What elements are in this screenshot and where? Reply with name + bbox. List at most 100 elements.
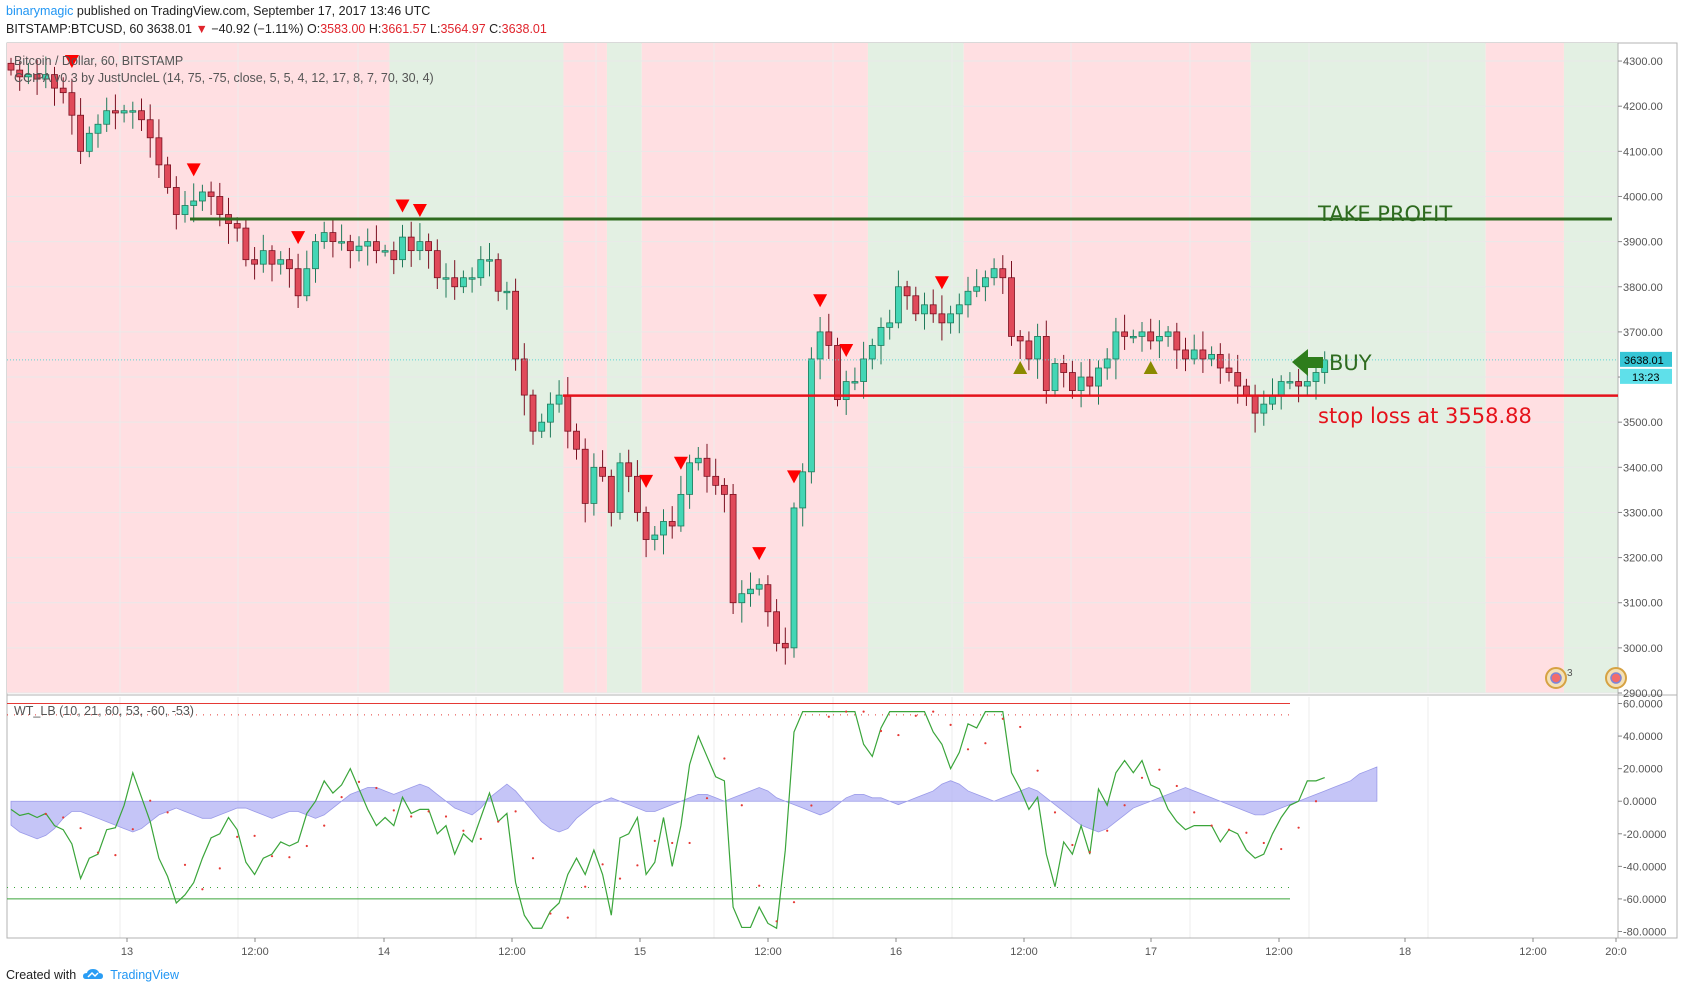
- candle-body: [1129, 336, 1137, 339]
- candle-body: [538, 421, 546, 432]
- wt2-dot: [79, 827, 82, 830]
- candle-body: [1199, 349, 1207, 360]
- candle-body: [1112, 331, 1120, 360]
- candle: [599, 450, 606, 482]
- sell-signal-marker: [186, 163, 201, 177]
- price-tick-label: 3300.00: [1623, 507, 1663, 519]
- candle-body: [590, 466, 598, 504]
- tradingview-link[interactable]: TradingView: [110, 968, 179, 982]
- wt2-dot: [44, 812, 47, 816]
- time-tick-label: 17: [1145, 946, 1157, 958]
- candle: [634, 460, 641, 522]
- change-arrow-icon: ▼: [195, 22, 208, 36]
- candle-body: [312, 241, 319, 270]
- wt2-dot: [270, 855, 274, 858]
- candle: [120, 104, 128, 123]
- symbol-label: BITSTAMP:BTCUSD, 60: [6, 22, 144, 36]
- candle-body: [277, 259, 285, 265]
- take-profit-label: TAKE PROFIT: [1318, 202, 1453, 226]
- wt2-dot: [1245, 831, 1248, 834]
- wt2-dot: [462, 829, 465, 832]
- low-label: L:: [430, 22, 441, 36]
- regime-band: [7, 43, 390, 693]
- candle-body: [512, 290, 519, 360]
- time-tick-label: 20:0: [1605, 946, 1626, 958]
- price-tick-label: 3900.00: [1623, 237, 1663, 249]
- author-link[interactable]: binarymagic: [6, 4, 74, 18]
- osc-tick-label: 0.0000: [1623, 796, 1657, 808]
- candle-body: [155, 137, 163, 166]
- candle-body: [459, 277, 467, 288]
- candle: [677, 475, 685, 532]
- candle: [773, 599, 780, 652]
- wt2-dot: [792, 901, 796, 904]
- wt2-dot: [845, 710, 848, 713]
- candle: [329, 218, 337, 258]
- candle-body: [1147, 331, 1155, 342]
- price-tick-label: 4200.00: [1623, 101, 1663, 113]
- candle: [651, 525, 659, 551]
- wt2-dot: [1175, 784, 1178, 788]
- candle: [1008, 261, 1015, 346]
- wt2-dot: [114, 854, 117, 857]
- candle-body: [651, 534, 659, 540]
- wt2-dot: [1314, 800, 1318, 803]
- candle: [112, 94, 119, 130]
- countdown-badge-bg: [1620, 368, 1672, 384]
- candle-body: [947, 313, 954, 324]
- candle: [1208, 346, 1215, 367]
- candle: [155, 119, 163, 178]
- candle-body: [677, 493, 685, 527]
- candle-body: [42, 74, 50, 80]
- candle-body: [912, 295, 920, 315]
- candle: [938, 295, 946, 341]
- sell-signal-marker: [412, 204, 427, 218]
- candle: [581, 438, 589, 523]
- candle-body: [738, 593, 746, 604]
- buy-label: BUY: [1329, 351, 1372, 375]
- candle-body: [486, 259, 493, 262]
- regime-band: [1563, 43, 1618, 693]
- candle-body: [573, 430, 580, 450]
- candle: [33, 59, 41, 95]
- candle: [547, 392, 554, 438]
- candle-body: [686, 462, 693, 495]
- candle: [433, 239, 441, 290]
- candle-body: [329, 232, 337, 243]
- wt2-dot: [688, 841, 691, 845]
- candle: [1016, 330, 1024, 359]
- candle: [668, 506, 676, 539]
- candle: [233, 217, 241, 242]
- wt2-dot: [862, 710, 865, 713]
- high-value: 3661.57: [381, 22, 427, 36]
- wt2-dot: [966, 748, 970, 751]
- candle-body: [120, 110, 128, 114]
- candle: [1077, 362, 1085, 408]
- candle: [973, 269, 981, 298]
- candle: [982, 270, 989, 302]
- buy-signal-marker: [1143, 361, 1158, 374]
- candle-body: [16, 69, 24, 78]
- candle-body: [755, 584, 763, 590]
- wt2-dot: [879, 729, 883, 733]
- candle-body: [346, 241, 354, 252]
- candle: [355, 236, 363, 262]
- candle-body: [903, 286, 911, 297]
- candle-body: [834, 345, 841, 400]
- candle: [642, 506, 650, 558]
- candle-body: [764, 584, 772, 613]
- dividends-icon-core: [1550, 672, 1562, 684]
- candle: [198, 184, 206, 211]
- candle: [1164, 326, 1172, 347]
- candle: [1216, 343, 1224, 384]
- candle-body: [990, 268, 998, 279]
- sell-signal-marker: [64, 55, 79, 69]
- candle-body: [982, 277, 989, 288]
- candle-body: [268, 250, 276, 265]
- candle-body: [338, 241, 346, 244]
- candle: [573, 423, 580, 460]
- candle: [416, 223, 424, 261]
- wt2-dot: [236, 835, 239, 838]
- wt2-dot: [201, 888, 204, 891]
